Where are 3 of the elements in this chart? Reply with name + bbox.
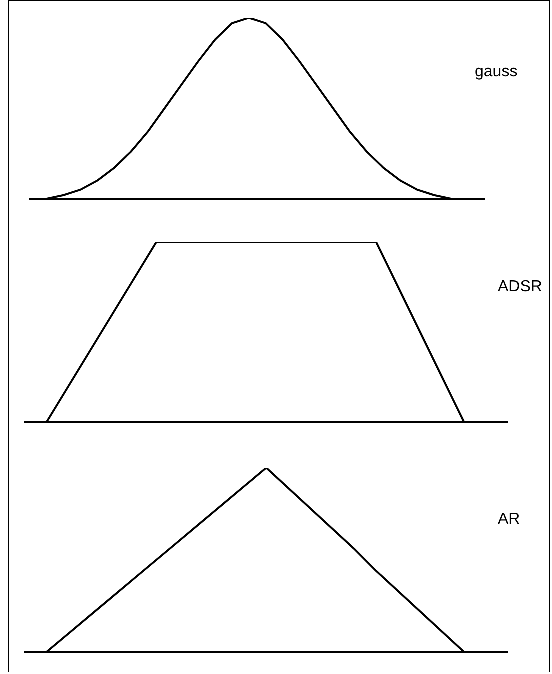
text: ADSR (498, 278, 542, 296)
text: gauss (475, 64, 518, 81)
text: AR (498, 510, 520, 528)
